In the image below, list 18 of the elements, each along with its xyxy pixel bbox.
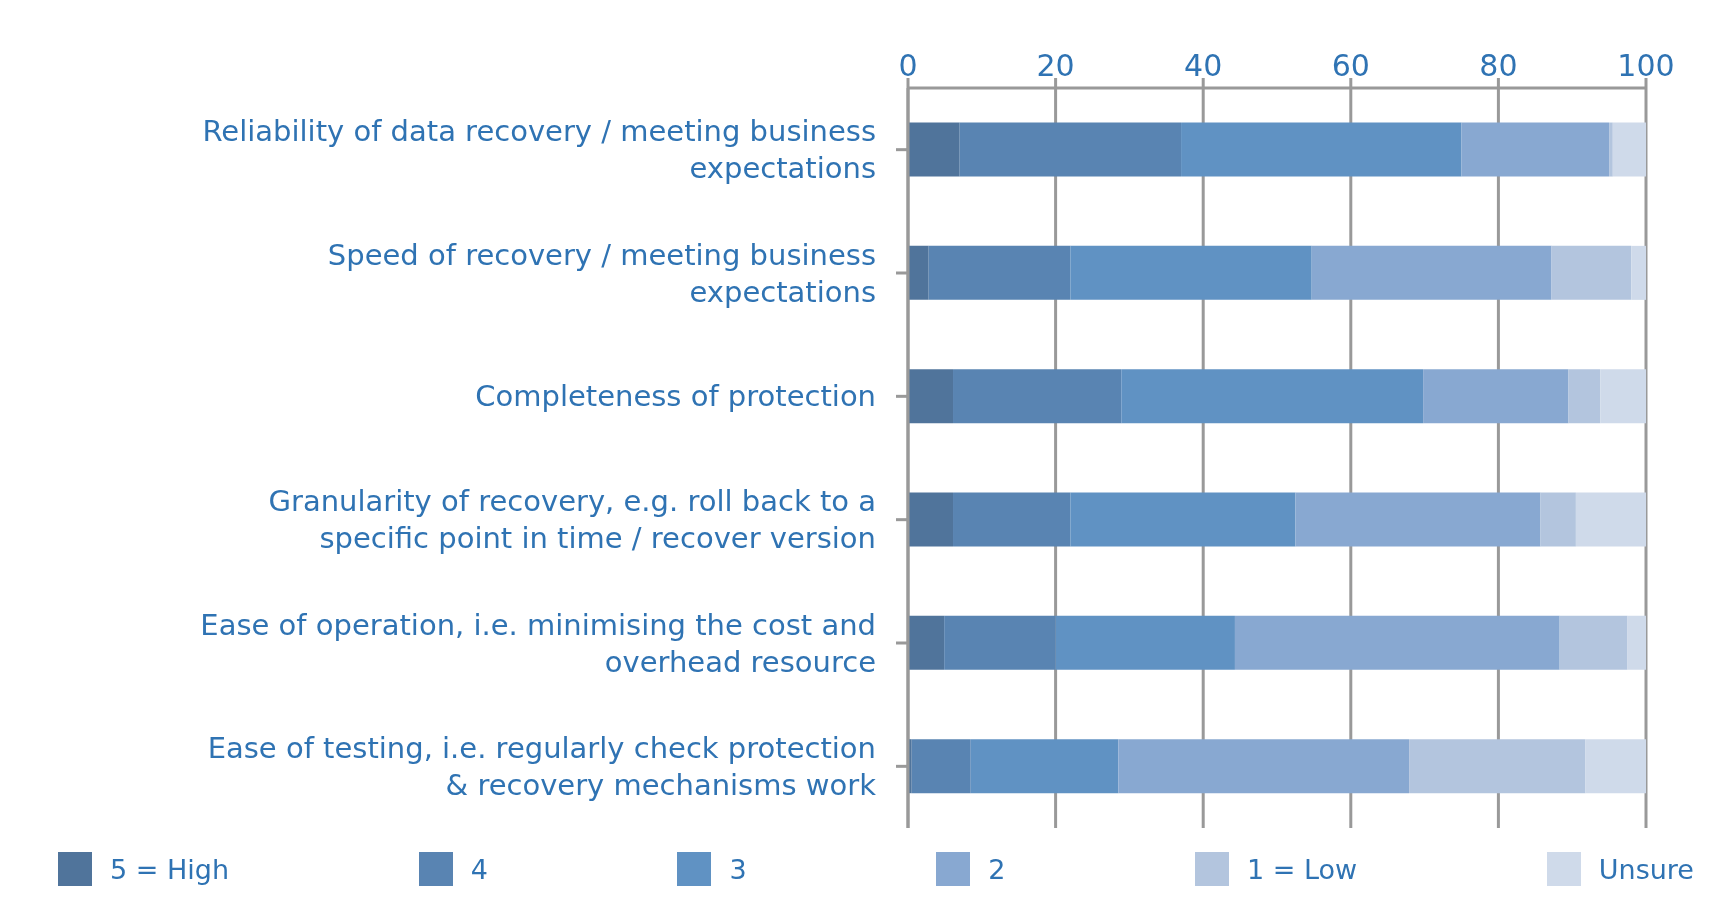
x-tick-label: 20 bbox=[1036, 48, 1075, 83]
y-tick-label: Ease of testing, i.e. regularly check protection & recovery mechanisms work bbox=[207, 730, 877, 802]
x-tick-label: 80 bbox=[1479, 48, 1518, 83]
legend-label: 5 = High bbox=[110, 853, 230, 885]
y-tick-label: Granularity of recovery, e.g. roll back to a specific point in time / recover version bbox=[268, 484, 876, 556]
legend-label: 2 bbox=[988, 853, 1006, 885]
y-tick-label: Ease of operation, i.e. minimising the cost and overhead resource bbox=[200, 607, 876, 679]
legend-label: 4 bbox=[470, 853, 488, 885]
x-tick-label: 0 bbox=[898, 48, 918, 83]
legend-label: 3 bbox=[729, 853, 747, 885]
x-tick-label: 60 bbox=[1331, 48, 1370, 83]
x-tick-label: 40 bbox=[1184, 48, 1223, 83]
x-tick-label: 100 bbox=[1617, 48, 1675, 83]
legend-label: 1 = Low bbox=[1247, 853, 1358, 885]
y-tick-label: Reliability of data recovery / meeting business expectations bbox=[202, 114, 876, 186]
legend-label: Unsure bbox=[1598, 853, 1694, 885]
y-tick-label: Completeness of protection bbox=[475, 379, 876, 414]
y-tick-label: Speed of recovery / meeting business expectations bbox=[327, 237, 876, 309]
